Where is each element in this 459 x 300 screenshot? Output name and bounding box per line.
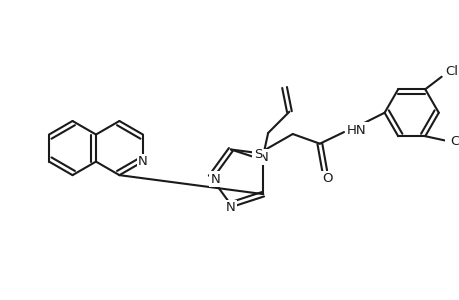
- Text: N: N: [138, 155, 147, 168]
- Text: N: N: [258, 151, 268, 164]
- Text: N: N: [210, 172, 220, 185]
- Text: O: O: [322, 172, 332, 185]
- Text: N: N: [225, 201, 235, 214]
- Text: Cl: Cl: [444, 65, 457, 78]
- Text: Cl: Cl: [450, 134, 459, 148]
- Text: HN: HN: [346, 124, 366, 136]
- Text: S: S: [253, 148, 262, 161]
